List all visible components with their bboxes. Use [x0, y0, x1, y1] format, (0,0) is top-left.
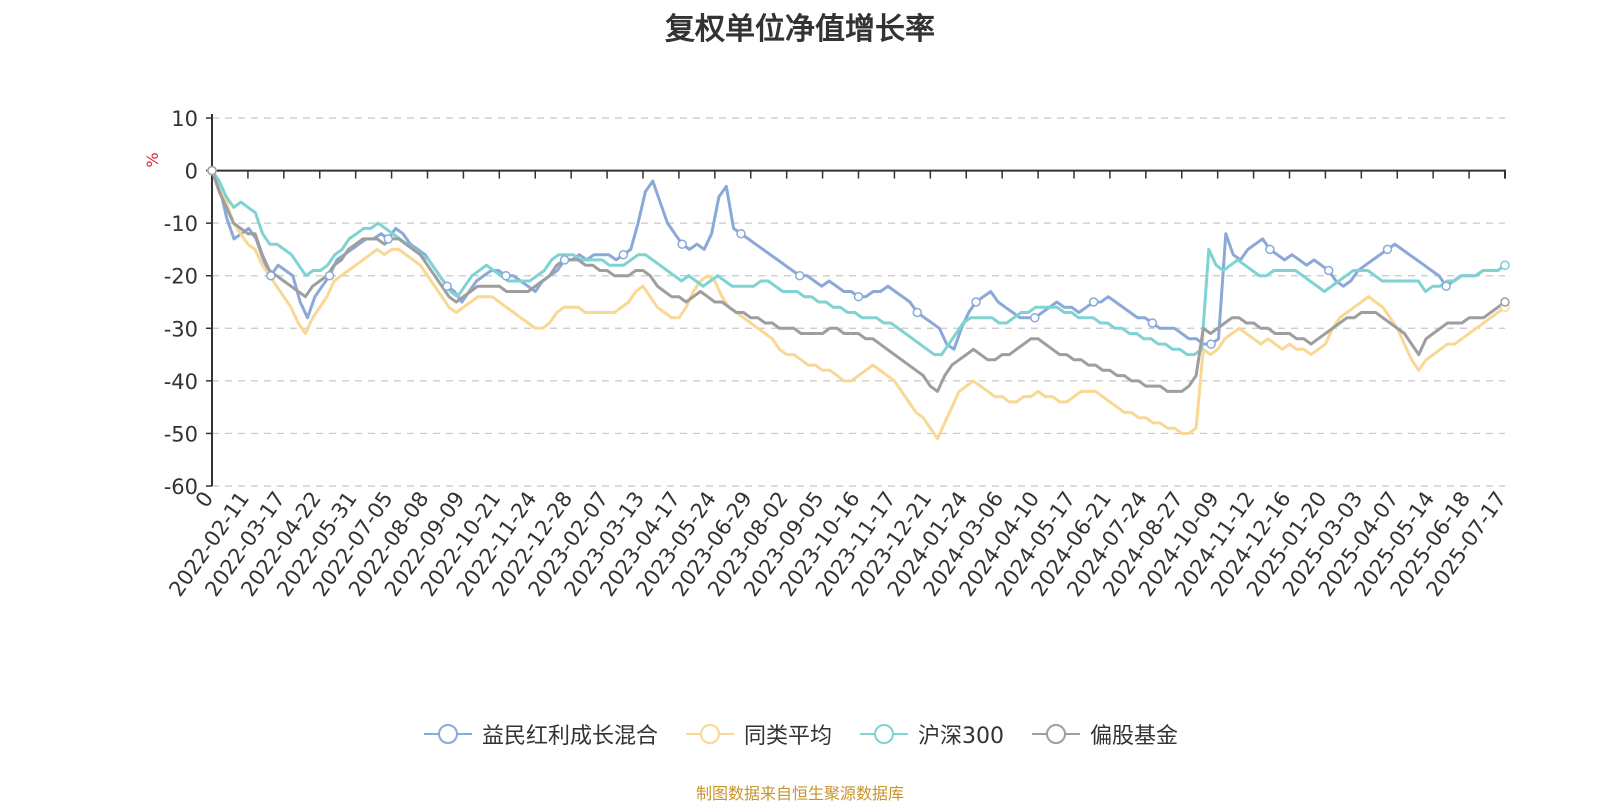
data-point [1088, 297, 1099, 307]
legend-marker-icon [423, 724, 472, 744]
data-point [736, 228, 746, 239]
x-tick-label: 0 [191, 487, 218, 512]
y-tick-label: 10 [171, 107, 198, 131]
y-tick-label: -10 [164, 212, 198, 236]
y-tick-label: -20 [164, 265, 198, 289]
data-point [1500, 297, 1510, 307]
data-point [1206, 339, 1216, 349]
data-point [1265, 244, 1275, 255]
data-point [677, 239, 687, 249]
legend-label: 偏股基金 [1090, 724, 1179, 749]
data-point [1030, 313, 1040, 323]
y-tick-label: -40 [164, 370, 198, 394]
data-point [1441, 281, 1451, 291]
legend-item[interactable]: 偏股基金 [1030, 718, 1178, 750]
series-line [210, 169, 1506, 357]
legend-marker-icon [1032, 724, 1080, 744]
data-point [266, 270, 276, 281]
y-axis-unit-label: % [143, 152, 162, 167]
legend-label: 同类平均 [743, 724, 832, 749]
data-point [1382, 244, 1393, 255]
data-point [794, 270, 805, 281]
data-point [971, 297, 981, 307]
series-markers [207, 165, 1510, 349]
data-point [912, 307, 923, 318]
legend-marker-icon [860, 724, 908, 744]
legend: 益民红利成长混合 同类平均 沪深300 偏股基金 [0, 718, 1600, 750]
y-tick-label: -30 [164, 317, 198, 341]
series-lines [210, 169, 1506, 441]
data-point [442, 281, 452, 291]
legend-label: 沪深300 [918, 724, 1004, 749]
series-line [210, 169, 1506, 441]
legend-label: 益民红利成长混合 [481, 724, 658, 749]
chart-title: 复权单位净值增长率 [665, 12, 935, 47]
data-point [1500, 260, 1510, 270]
data-point [207, 165, 217, 176]
data-point [383, 234, 394, 244]
data-point [618, 249, 629, 260]
legend-item[interactable]: 同类平均 [684, 718, 832, 750]
series-line [210, 169, 1506, 351]
y-tick-label: -60 [164, 475, 198, 499]
data-point [559, 255, 570, 265]
series-line [210, 170, 1506, 393]
data-point [1147, 318, 1158, 328]
y-tick-label: 0 [185, 160, 198, 184]
legend-item[interactable]: 沪深300 [858, 718, 1004, 750]
data-point [1323, 265, 1334, 276]
data-point [853, 291, 864, 302]
legend-item[interactable]: 益民红利成长混合 [422, 718, 658, 750]
data-point [324, 270, 335, 281]
y-tick-label: -50 [164, 422, 198, 446]
legend-marker-icon [685, 724, 734, 744]
data-point [501, 270, 511, 281]
source-note: 制图数据来自恒生聚源数据库 [695, 784, 904, 803]
